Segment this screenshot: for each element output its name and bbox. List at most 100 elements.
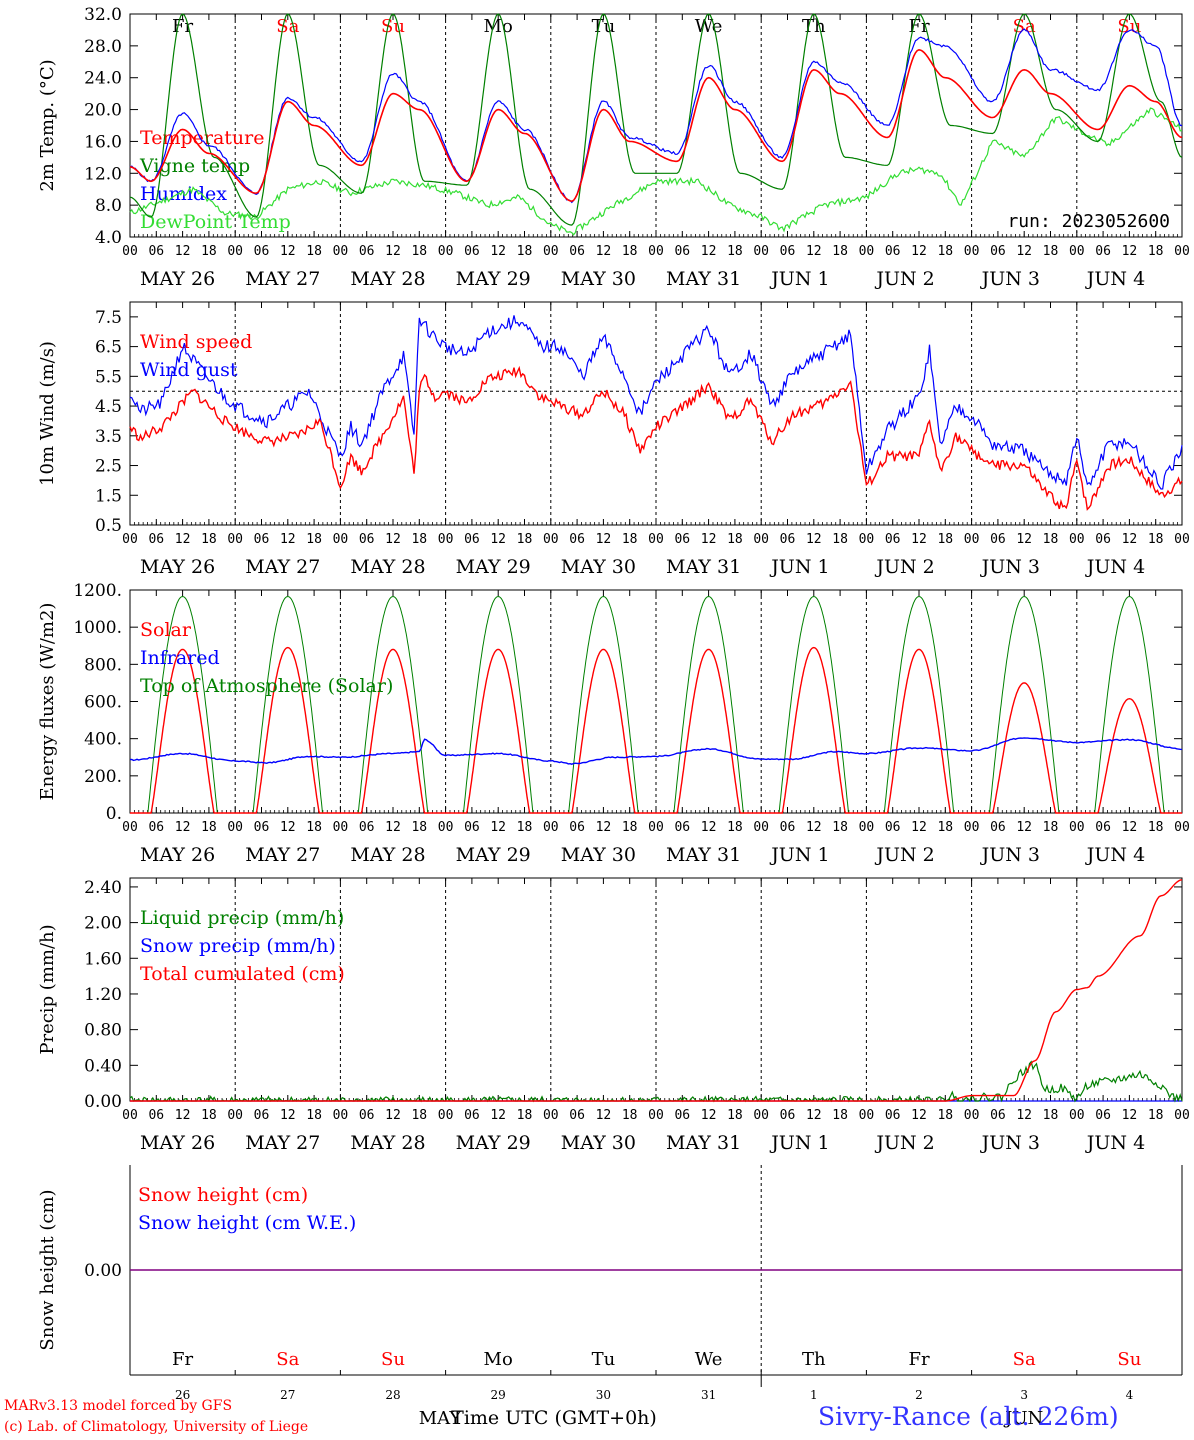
hour-tick-label: 18 xyxy=(411,820,427,835)
weekday-label: Tu xyxy=(592,1349,616,1370)
date-tick-label: MAY 26 xyxy=(140,1132,215,1154)
run-annotation: run: 2023052600 xyxy=(1007,211,1170,232)
hour-tick-label: 12 xyxy=(1016,1108,1032,1123)
hour-tick-label: 18 xyxy=(727,532,743,547)
y-tick-label: 4.0 xyxy=(95,228,122,248)
hour-tick-label: 18 xyxy=(832,532,848,547)
date-tick-label: MAY 27 xyxy=(245,268,320,290)
hour-tick-label: 18 xyxy=(937,1108,953,1123)
date-tick-label: MAY 31 xyxy=(666,1132,741,1154)
date-tick-label: MAY 26 xyxy=(140,268,215,290)
hour-tick-label: 00 xyxy=(1069,820,1085,835)
hour-tick-label: 00 xyxy=(648,532,664,547)
y-tick-label: 0.40 xyxy=(84,1056,122,1076)
hour-tick-label: 18 xyxy=(201,820,217,835)
hour-tick-label: 06 xyxy=(359,820,375,835)
date-tick-label: JUN 1 xyxy=(769,268,829,290)
weekday-label: We xyxy=(695,1349,723,1370)
model-credit: MARv3.13 model forced by GFS xyxy=(4,1398,233,1414)
weekday-label: Mo xyxy=(484,1349,513,1370)
date-tick-label: MAY 31 xyxy=(666,556,741,578)
hour-tick-label: 18 xyxy=(727,820,743,835)
weekday-label: Fr xyxy=(908,16,929,37)
hour-tick-label: 06 xyxy=(148,532,164,547)
hour-tick-label: 18 xyxy=(411,244,427,259)
hour-tick-label: 18 xyxy=(937,244,953,259)
hour-tick-label: 06 xyxy=(254,244,270,259)
date-tick-label: MAY 27 xyxy=(245,1132,320,1154)
hour-tick-label: 00 xyxy=(964,244,980,259)
date-tick-label: MAY 28 xyxy=(350,844,425,866)
hour-tick-label: 00 xyxy=(438,1108,454,1123)
hour-tick-label: 12 xyxy=(385,532,401,547)
hour-tick-label: 18 xyxy=(832,1108,848,1123)
y-axis-label: Precip (mm/h) xyxy=(37,924,58,1054)
hour-tick-label: 00 xyxy=(122,1108,138,1123)
month-label-jun: JUN xyxy=(1003,1408,1043,1429)
hour-tick-label: 18 xyxy=(1043,1108,1059,1123)
day-number-label: 4 xyxy=(1126,1388,1134,1402)
series-solar-line xyxy=(130,646,1182,814)
hour-tick-label: 12 xyxy=(175,1108,191,1123)
hour-tick-label: 06 xyxy=(359,532,375,547)
hour-tick-label: 06 xyxy=(885,820,901,835)
y-axis-label: Energy fluxes (W/m2) xyxy=(37,603,58,801)
legend-entry: Snow height (cm W.E.) xyxy=(138,1212,356,1234)
hour-tick-label: 12 xyxy=(911,1108,927,1123)
hour-tick-label: 06 xyxy=(254,532,270,547)
weekday-label: Sa xyxy=(276,1349,299,1370)
date-tick-label: MAY 29 xyxy=(456,556,531,578)
hour-tick-label: 00 xyxy=(333,1108,349,1123)
panel-4: 0.00 0.40 0.80 1.20 1.60 2.00 2.40 Precip (mm/h… xyxy=(37,877,1190,1154)
hour-tick-label: 00 xyxy=(1174,820,1190,835)
hour-tick-label: 00 xyxy=(753,532,769,547)
hour-tick-label: 12 xyxy=(490,532,506,547)
hour-tick-label: 00 xyxy=(122,244,138,259)
hour-tick-label: 06 xyxy=(1095,532,1111,547)
hour-tick-label: 12 xyxy=(385,820,401,835)
hour-tick-label: 06 xyxy=(990,820,1006,835)
hour-tick-label: 00 xyxy=(648,820,664,835)
plot-frame xyxy=(129,13,1183,238)
y-tick-label: 32.0 xyxy=(84,5,122,25)
hour-tick-label: 00 xyxy=(648,244,664,259)
date-tick-label: MAY 31 xyxy=(666,268,741,290)
hour-tick-label: 00 xyxy=(122,532,138,547)
weekday-label: Tu xyxy=(592,16,616,37)
hour-tick-label: 18 xyxy=(201,532,217,547)
hour-tick-label: 12 xyxy=(806,532,822,547)
y-axis-label: 10m Wind (m/s) xyxy=(37,341,58,486)
date-tick-label: JUN 3 xyxy=(980,556,1040,578)
date-tick-label: JUN 3 xyxy=(980,844,1040,866)
hour-tick-label: 06 xyxy=(464,244,480,259)
hour-tick-label: 00 xyxy=(438,532,454,547)
hour-tick-label: 00 xyxy=(1174,1108,1190,1123)
hour-tick-label: 00 xyxy=(859,244,875,259)
y-tick-label: 1.60 xyxy=(84,949,122,969)
series-wind-speed-line xyxy=(129,365,1183,511)
hour-tick-label: 18 xyxy=(622,532,638,547)
y-tick-label: 400. xyxy=(84,730,122,750)
y-axis-label: Snow height (cm) xyxy=(37,1189,58,1350)
day-number-label: 31 xyxy=(701,1388,716,1402)
hour-tick-label: 00 xyxy=(333,532,349,547)
hour-tick-label: 00 xyxy=(964,820,980,835)
date-tick-label: JUN 2 xyxy=(874,268,934,290)
hour-tick-label: 18 xyxy=(201,244,217,259)
hour-tick-label: 18 xyxy=(517,1108,533,1123)
hour-tick-label: 18 xyxy=(1148,1108,1164,1123)
legend-entry: Total cumulated (cm) xyxy=(140,963,345,985)
hour-tick-label: 00 xyxy=(859,532,875,547)
hour-tick-label: 18 xyxy=(411,532,427,547)
hour-tick-label: 06 xyxy=(569,532,585,547)
day-number-label: 3 xyxy=(1020,1388,1028,1402)
panel-3: 0. 200. 400. 600. 800. 1000. 1200. Energy fluxe… xyxy=(37,581,1190,866)
hour-tick-label: 18 xyxy=(622,820,638,835)
hour-tick-label: 00 xyxy=(227,244,243,259)
hour-tick-label: 06 xyxy=(148,244,164,259)
date-tick-label: MAY 27 xyxy=(245,556,320,578)
hour-tick-label: 06 xyxy=(885,1108,901,1123)
date-tick-label: MAY 30 xyxy=(561,844,636,866)
date-tick-label: MAY 30 xyxy=(561,1132,636,1154)
